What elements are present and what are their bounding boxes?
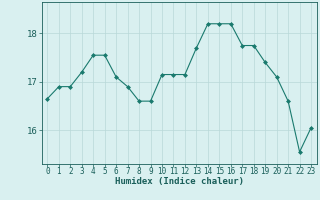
X-axis label: Humidex (Indice chaleur): Humidex (Indice chaleur) [115,177,244,186]
